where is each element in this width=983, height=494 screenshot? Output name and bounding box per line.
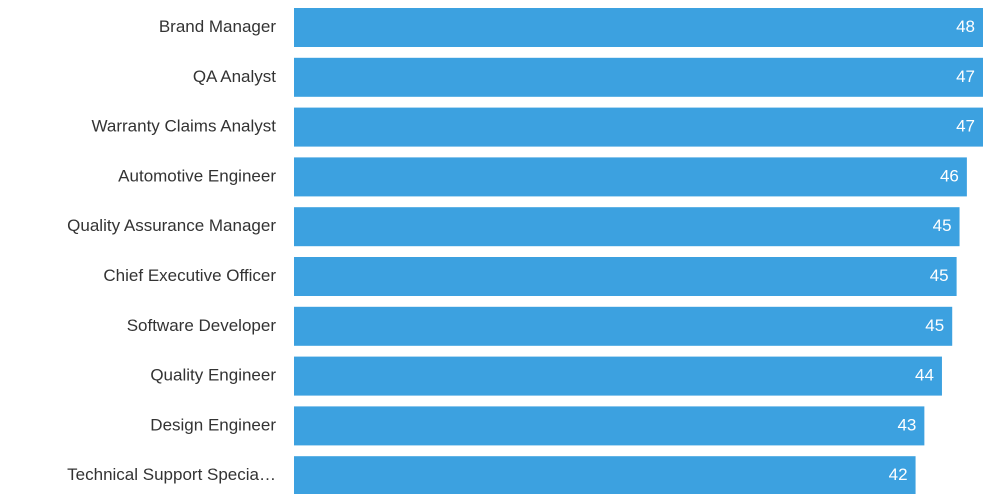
category-label: Technical Support Specia… bbox=[67, 465, 276, 484]
category-label: Quality Assurance Manager bbox=[67, 216, 276, 235]
bar bbox=[294, 8, 983, 47]
category-label: Software Developer bbox=[127, 316, 277, 335]
bar bbox=[294, 157, 967, 197]
value-label: 48 bbox=[956, 17, 975, 36]
value-label: 43 bbox=[897, 415, 916, 434]
value-label: 45 bbox=[933, 216, 952, 235]
bar bbox=[294, 406, 925, 446]
bar bbox=[294, 207, 960, 247]
bar bbox=[294, 57, 983, 97]
category-label: Automotive Engineer bbox=[118, 166, 276, 185]
bar bbox=[294, 306, 953, 346]
bar bbox=[294, 257, 957, 296]
value-label: 45 bbox=[925, 316, 944, 335]
value-label: 42 bbox=[889, 465, 908, 484]
value-label: 44 bbox=[915, 366, 934, 385]
bar bbox=[294, 356, 942, 396]
category-label: Design Engineer bbox=[150, 415, 276, 434]
category-label: QA Analyst bbox=[193, 67, 276, 86]
value-label: 45 bbox=[930, 266, 949, 285]
category-label: Chief Executive Officer bbox=[103, 266, 276, 285]
value-label: 47 bbox=[956, 117, 975, 136]
bar bbox=[294, 456, 916, 494]
category-label: Quality Engineer bbox=[150, 366, 276, 385]
bar bbox=[294, 107, 983, 147]
value-label: 47 bbox=[956, 67, 975, 86]
value-label: 46 bbox=[940, 166, 959, 185]
category-label: Brand Manager bbox=[159, 17, 277, 36]
category-label: Warranty Claims Analyst bbox=[91, 117, 276, 136]
